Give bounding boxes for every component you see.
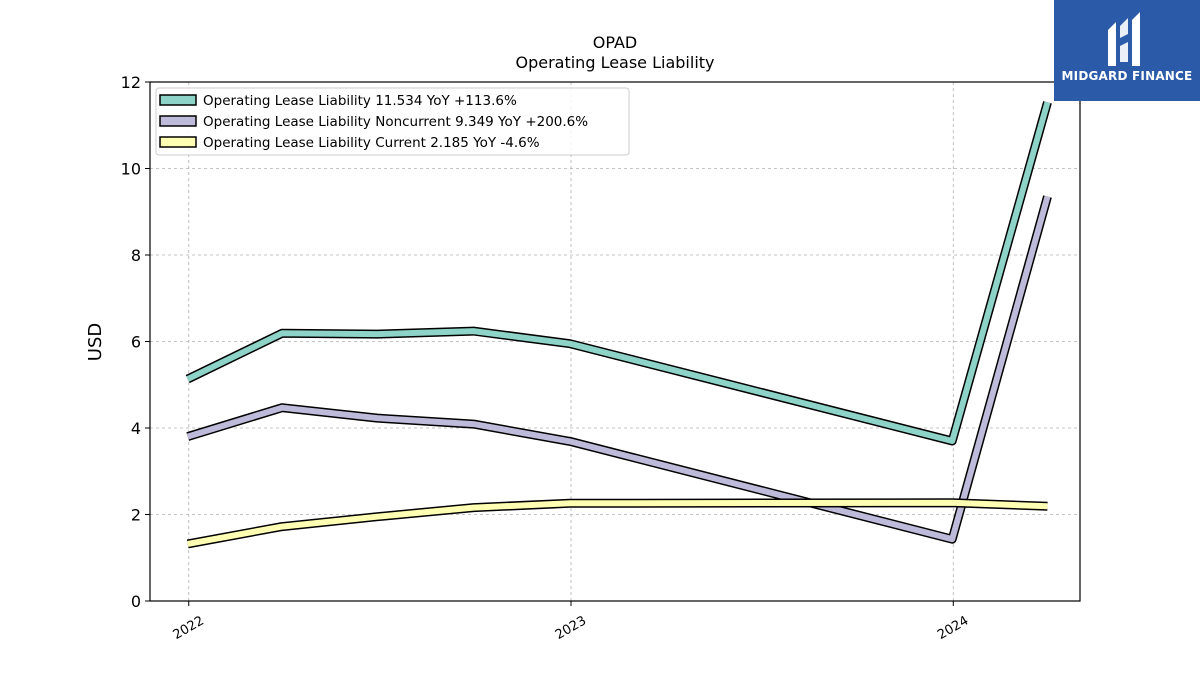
y-tick-label: 6	[131, 333, 141, 352]
legend-swatch	[159, 94, 197, 106]
y-tick-label: 8	[131, 246, 141, 265]
midgard-finance-logo: MIDGARD FINANCE	[1054, 0, 1200, 101]
brand-name: MIDGARD FINANCE	[1061, 69, 1193, 83]
legend-entry: Operating Lease Liability Current 2.185 …	[203, 135, 540, 151]
x-tick-label: 2023	[553, 613, 589, 643]
y-tick-label: 2	[131, 506, 141, 525]
y-tick-label: 0	[131, 592, 141, 611]
x-tick-label: 2024	[935, 613, 971, 643]
legend-entry: Operating Lease Liability Noncurrent 9.3…	[203, 114, 588, 130]
y-tick-label: 12	[121, 73, 141, 92]
y-axis-label: USD	[85, 323, 106, 361]
legend-entry: Operating Lease Liability 11.534 YoY +11…	[203, 93, 517, 109]
legend-box	[155, 87, 630, 156]
midgard-finance-logo-icon	[1108, 12, 1140, 66]
series-line-operating-lease-liability-current	[187, 499, 1048, 547]
series-line-operating-lease-liability	[186, 101, 1051, 444]
chart-title: OPAD	[593, 33, 637, 52]
x-tick-label: 2022	[171, 613, 207, 643]
series-line-operating-lease-liability-noncurrent-outline	[186, 195, 1052, 544]
legend: Operating Lease Liability 11.534 YoY +11…	[155, 87, 630, 156]
legend-swatch	[159, 115, 197, 127]
legend-swatch	[159, 136, 197, 148]
y-tick-label: 4	[131, 419, 141, 438]
y-tick-label: 10	[121, 160, 141, 179]
chart-subtitle: Operating Lease Liability	[515, 53, 714, 72]
series-line-operating-lease-liability-noncurrent	[186, 195, 1051, 543]
